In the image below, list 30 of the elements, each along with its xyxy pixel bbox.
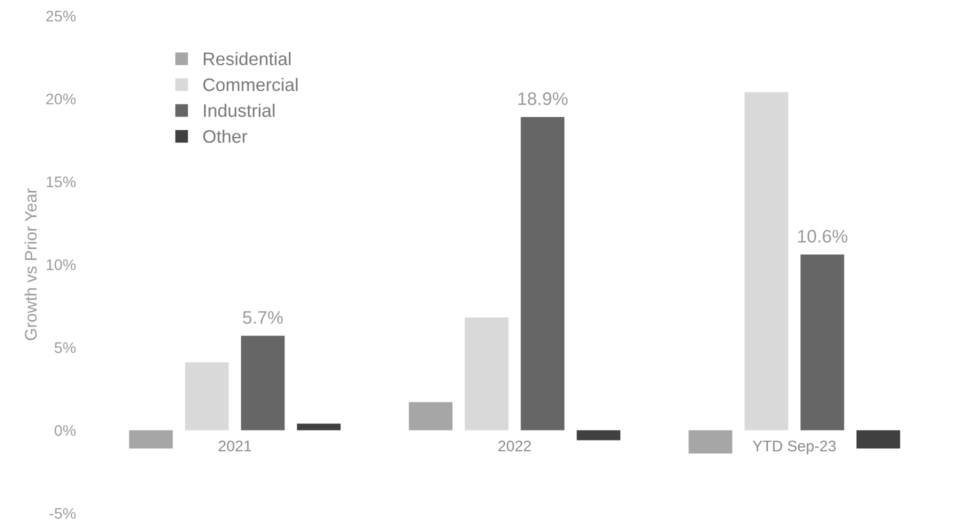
y-axis-title: Growth vs Prior Year xyxy=(24,188,37,340)
bar xyxy=(464,318,508,430)
bar xyxy=(520,116,564,430)
legend-label: Industrial xyxy=(204,104,274,117)
data-label: 5.7% xyxy=(242,311,283,324)
bar xyxy=(408,402,453,430)
x-tick-label: YTD Sep-23 xyxy=(752,440,836,454)
bar xyxy=(688,430,732,454)
legend-label: Residential xyxy=(204,52,291,66)
y-tick-label: 25% xyxy=(46,10,76,22)
bar xyxy=(296,424,341,430)
bar xyxy=(856,430,900,448)
bar xyxy=(744,92,788,430)
bar xyxy=(241,336,285,430)
y-tick-label: -5% xyxy=(50,508,76,519)
y-tick-label: 20% xyxy=(46,94,76,104)
bar xyxy=(576,430,620,440)
y-tick-label: 0% xyxy=(54,425,76,436)
legend-label: Other xyxy=(203,130,248,143)
y-tick-label: 10% xyxy=(46,259,76,270)
bar xyxy=(129,430,173,448)
data-label: 18.9% xyxy=(518,92,568,106)
bar xyxy=(800,254,844,430)
y-tick-label: 15% xyxy=(46,176,76,188)
legend-label: Commercial xyxy=(203,78,298,92)
x-tick-label: 2022 xyxy=(498,440,531,452)
bar xyxy=(185,362,229,430)
y-tick-label: 5% xyxy=(54,342,76,354)
x-tick-label: 2021 xyxy=(218,440,252,452)
data-label: 10.6% xyxy=(798,230,848,243)
